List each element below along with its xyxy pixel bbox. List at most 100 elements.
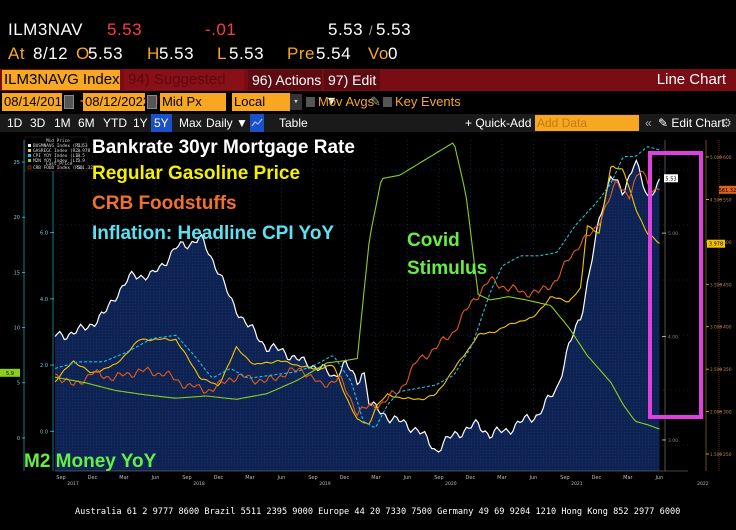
right-mortgage-tick-label: 3.00	[668, 438, 678, 444]
price-change: -.01	[205, 20, 237, 39]
low-label: L	[217, 44, 227, 63]
end-date-field[interactable]: 08/12/2022	[83, 93, 151, 111]
right-food-tick-label: 500	[723, 240, 732, 246]
gas-value-tag: 3.978	[709, 242, 723, 248]
x-tick-label: Mar	[497, 475, 507, 481]
left-outer-tick-label: 10	[14, 326, 20, 332]
legend-value-gas: 3.978	[77, 148, 91, 154]
high-value: 5.53	[159, 44, 195, 63]
ticker-symbol: ILM3NAV	[8, 20, 83, 39]
quick-add-button[interactable]: + Quick-Add ▾	[465, 116, 541, 130]
axes: 25201510508.06.04.02.00.08.55.96.005.004…	[0, 132, 736, 471]
annotation-mortgage: Bankrate 30yr Mortgage Rate	[92, 137, 355, 158]
period-6m[interactable]: 6M	[78, 116, 95, 130]
right-gas-tick-label: 4.500	[710, 197, 722, 202]
food-value-tag-bg	[719, 185, 736, 194]
pencil-icon[interactable]: ✎	[370, 94, 381, 109]
series-line-crb-foodstuffs	[54, 170, 660, 417]
bid-ask-separator: /	[369, 23, 374, 38]
legend-swatch-mortgage	[28, 144, 31, 147]
x-tick-label: Sep	[56, 475, 65, 481]
start-date-field[interactable]: 08/14/2017	[2, 93, 70, 111]
m2-value-tag: 5.9	[6, 371, 14, 377]
suggested-charts-button[interactable]: 94) Suggested Charts	[124, 70, 244, 108]
legend-swatch-cpi	[28, 154, 31, 157]
period-1d[interactable]: 1D	[7, 116, 23, 130]
last-price: 5.53	[107, 20, 143, 39]
x-tick-label: Jun	[151, 475, 160, 481]
x-tick-label: Mar	[623, 475, 633, 481]
highlight-box	[648, 151, 703, 419]
left-inner-tick-label: 2.0	[40, 363, 48, 369]
annotation-food: CRB Foodstuffs	[92, 193, 237, 214]
period-max[interactable]: Max	[179, 116, 202, 130]
key-events-label[interactable]: Key Events	[395, 94, 461, 109]
x-tick-label: Jun	[528, 475, 537, 481]
m2-value-tag-bg	[0, 368, 20, 377]
x-tick-label: Jun	[277, 475, 286, 481]
period-3d[interactable]: 3D	[30, 116, 46, 130]
right-food-tick-label: 600	[723, 155, 732, 161]
legend-item-m2: M2N YOY Index (L1)	[33, 158, 81, 164]
high-label: H	[147, 44, 160, 63]
left-outer-tick-label: 5	[17, 381, 20, 387]
x-tick-label: Dec	[340, 475, 350, 481]
right-gas-tick-label: 2.000	[710, 410, 722, 415]
legend-header-2: Last Price	[46, 161, 73, 167]
right-mortgage-tick-label: 6.00	[668, 132, 678, 134]
low-value: 5.53	[229, 44, 265, 63]
period-toolbar: 1D 3D 1M 6M YTD 1Y 5Y Max Daily ▼ Table …	[0, 114, 736, 132]
series-line-inflation-headline-cpi-yoy	[54, 146, 660, 428]
price-field-select[interactable]: Mid Px	[160, 93, 226, 111]
x-year-label: 2017	[67, 481, 79, 487]
currency-dropdown-icon[interactable]: ▾	[290, 94, 302, 110]
left-outer-tick-label: 20	[14, 215, 20, 221]
mov-avgs-label[interactable]: Mov Avgs	[318, 94, 375, 109]
legend-header: Mid Price	[46, 138, 70, 144]
currency-select[interactable]: Local CCY	[232, 93, 290, 127]
edit-chart-button[interactable]: ✎ Edit Chart	[658, 116, 725, 130]
mortgage-area	[55, 160, 660, 471]
mov-avgs-checkbox[interactable]	[306, 97, 315, 107]
line-chart-glyph-icon	[251, 118, 263, 127]
annotation-m2: M2 Money YoY	[24, 451, 157, 472]
collapse-icon[interactable]: «	[645, 116, 652, 130]
edit-menu-button[interactable]: 97) Edit ▾	[324, 70, 380, 108]
volume-value: 0	[388, 44, 398, 63]
period-1y[interactable]: 1Y	[133, 116, 148, 130]
legend-swatch-food	[27, 165, 32, 170]
bid-price: 5.53	[328, 20, 364, 39]
x-tick-label: Sep	[182, 475, 191, 481]
right-food-tick-label: 300	[723, 410, 732, 416]
right-gas-tick-label: 3.500	[710, 282, 722, 287]
mortgage-value-tag: 5.53	[665, 176, 676, 182]
right-food-tick-label: 550	[723, 197, 732, 203]
end-calendar-icon[interactable]	[147, 95, 157, 109]
x-tick-label: Mar	[371, 475, 381, 481]
right-food-tick-label: 250	[723, 452, 732, 458]
security-field[interactable]: ILM3NAVG Index	[2, 70, 120, 90]
period-ytd[interactable]: YTD	[103, 116, 127, 130]
view-label[interactable]: Line Chart	[656, 71, 726, 88]
legend-value-cpi: 8.5	[77, 153, 85, 159]
frequency-select[interactable]: Daily ▼	[206, 116, 248, 130]
start-calendar-icon[interactable]	[64, 95, 74, 109]
period-5y[interactable]: 5Y	[151, 114, 172, 132]
table-button[interactable]: Table	[279, 116, 308, 130]
key-events-checkbox[interactable]	[383, 97, 392, 107]
right-food-tick-label: 450	[723, 282, 732, 288]
open-value: 5.53	[88, 44, 124, 63]
x-year-label: 2018	[193, 481, 205, 487]
legend-item-gas: GASREGC Index (R2)	[33, 148, 81, 154]
line-chart-type-icon[interactable]	[250, 114, 264, 132]
x-axis: Sep Dec Mar Jun Sep Dec Mar Jun Sep Dec Mar Jun Sep D…	[55, 470, 709, 487]
mortgage-value-tag-bg	[664, 174, 678, 183]
actions-menu-button[interactable]: 96) Actions ▾	[248, 70, 322, 108]
left-outer-tick-label: 15	[14, 270, 20, 276]
add-data-input[interactable]: Add Data	[535, 115, 639, 131]
x-year-label: 2022	[697, 481, 709, 487]
series-line-m2-money-yoy	[54, 142, 660, 430]
gear-icon[interactable]: ⚙	[721, 116, 732, 130]
legend-item-cpi: CPI YOY Index (L1)	[33, 153, 81, 159]
period-1m[interactable]: 1M	[54, 116, 71, 130]
